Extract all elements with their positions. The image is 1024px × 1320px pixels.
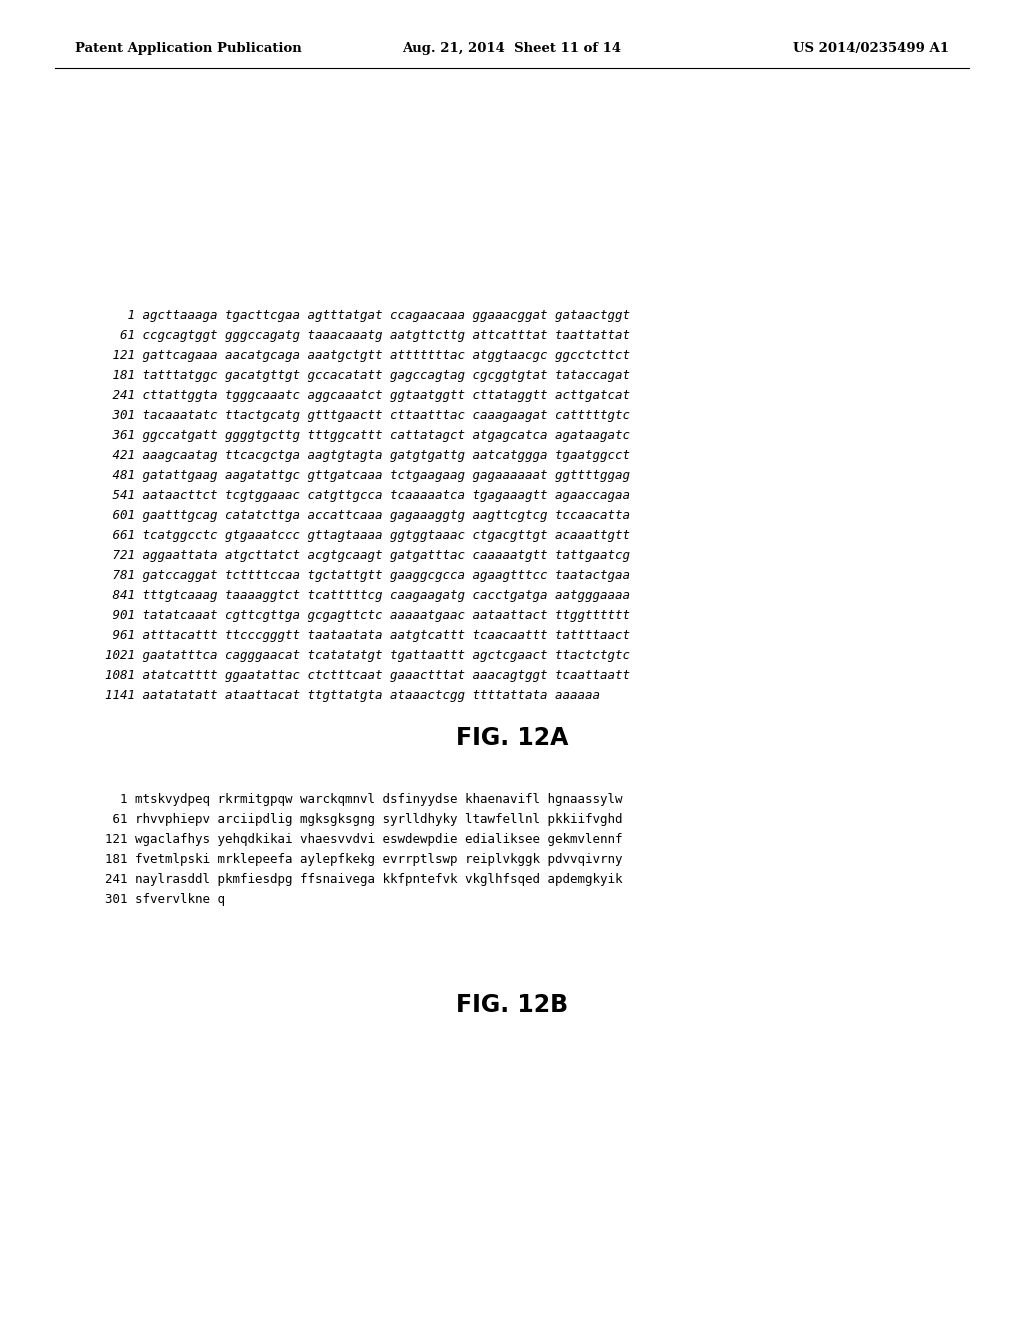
Text: 181 tatttatggc gacatgttgt gccacatatt gagccagtag cgcggtgtat tataccagat: 181 tatttatggc gacatgttgt gccacatatt gag…: [105, 368, 630, 381]
Text: 961 atttacattt ttcccgggtt taataatata aatgtcattt tcaacaattt tattttaact: 961 atttacattt ttcccgggtt taataatata aat…: [105, 628, 630, 642]
Text: 301 tacaaatatc ttactgcatg gtttgaactt cttaatttac caaagaagat catttttgtc: 301 tacaaatatc ttactgcatg gtttgaactt ctt…: [105, 408, 630, 421]
Text: 1 agcttaaaga tgacttcgaa agtttatgat ccagaacaaa ggaaacggat gataactggt: 1 agcttaaaga tgacttcgaa agtttatgat ccaga…: [105, 309, 630, 322]
Text: 481 gatattgaag aagatattgc gttgatcaaa tctgaagaag gagaaaaaat ggttttggag: 481 gatattgaag aagatattgc gttgatcaaa tct…: [105, 469, 630, 482]
Text: 1021 gaatatttca cagggaacat tcatatatgt tgattaattt agctcgaact ttactctgtc: 1021 gaatatttca cagggaacat tcatatatgt tg…: [105, 648, 630, 661]
Text: FIG. 12A: FIG. 12A: [456, 726, 568, 750]
Text: 661 tcatggcctc gtgaaatccc gttagtaaaa ggtggtaaac ctgacgttgt acaaattgtt: 661 tcatggcctc gtgaaatccc gttagtaaaa ggt…: [105, 528, 630, 541]
Text: 241 naylrasddl pkmfiesdpg ffsnaivega kkfpntefvk vkglhfsqed apdemgkyik: 241 naylrasddl pkmfiesdpg ffsnaivega kkf…: [105, 874, 623, 887]
Text: 1 mtskvydpeq rkrmitgpqw warckqmnvl dsfinyydse khaenavifl hgnaassylw: 1 mtskvydpeq rkrmitgpqw warckqmnvl dsfin…: [105, 793, 623, 807]
Text: 421 aaagcaatag ttcacgctga aagtgtagta gatgtgattg aatcatggga tgaatggcct: 421 aaagcaatag ttcacgctga aagtgtagta gat…: [105, 449, 630, 462]
Text: US 2014/0235499 A1: US 2014/0235499 A1: [793, 42, 949, 55]
Text: 301 sfvervlkne q: 301 sfvervlkne q: [105, 894, 225, 907]
Text: FIG. 12B: FIG. 12B: [456, 993, 568, 1016]
Text: 61 ccgcagtggt gggccagatg taaacaaatg aatgttcttg attcatttat taattattat: 61 ccgcagtggt gggccagatg taaacaaatg aatg…: [105, 329, 630, 342]
Text: 781 gatccaggat tcttttccaa tgctattgtt gaaggcgcca agaagtttcc taatactgaa: 781 gatccaggat tcttttccaa tgctattgtt gaa…: [105, 569, 630, 582]
Text: 361 ggccatgatt ggggtgcttg tttggcattt cattatagct atgagcatca agataagatc: 361 ggccatgatt ggggtgcttg tttggcattt cat…: [105, 429, 630, 441]
Text: Aug. 21, 2014  Sheet 11 of 14: Aug. 21, 2014 Sheet 11 of 14: [402, 42, 622, 55]
Text: 1081 atatcatttt ggaatattac ctctttcaat gaaactttat aaacagtggt tcaattaatt: 1081 atatcatttt ggaatattac ctctttcaat ga…: [105, 668, 630, 681]
Text: 121 wgaclafhys yehqdkikai vhaesvvdvi eswdewpdie edialiksee gekmvlennf: 121 wgaclafhys yehqdkikai vhaesvvdvi esw…: [105, 833, 623, 846]
Text: 181 fvetmlpski mrklepeefa aylepfkekg evrrptlswp reiplvkggk pdvvqivrny: 181 fvetmlpski mrklepeefa aylepfkekg evr…: [105, 854, 623, 866]
Text: 541 aataacttct tcgtggaaac catgttgcca tcaaaaatca tgagaaagtt agaaccagaa: 541 aataacttct tcgtggaaac catgttgcca tca…: [105, 488, 630, 502]
Text: 721 aggaattata atgcttatct acgtgcaagt gatgatttac caaaaatgtt tattgaatcg: 721 aggaattata atgcttatct acgtgcaagt gat…: [105, 549, 630, 561]
Text: 1141 aatatatatt ataattacat ttgttatgta ataaactcgg ttttattata aaaaaa: 1141 aatatatatt ataattacat ttgttatgta at…: [105, 689, 600, 701]
Text: 901 tatatcaaat cgttcgttga gcgagttctc aaaaatgaac aataattact ttggtttttt: 901 tatatcaaat cgttcgttga gcgagttctc aaa…: [105, 609, 630, 622]
Text: 61 rhvvphiepv arciipdlig mgksgksgng syrlldhyky ltawfellnl pkkiifvghd: 61 rhvvphiepv arciipdlig mgksgksgng syrl…: [105, 813, 623, 826]
Text: 841 tttgtcaaag taaaaggtct tcatttttcg caagaagatg cacctgatga aatgggaaaa: 841 tttgtcaaag taaaaggtct tcatttttcg caa…: [105, 589, 630, 602]
Text: Patent Application Publication: Patent Application Publication: [75, 42, 302, 55]
Text: 601 gaatttgcag catatcttga accattcaaa gagaaaggtg aagttcgtcg tccaacatta: 601 gaatttgcag catatcttga accattcaaa gag…: [105, 508, 630, 521]
Text: 241 cttattggta tgggcaaatc aggcaaatct ggtaatggtt cttataggtt acttgatcat: 241 cttattggta tgggcaaatc aggcaaatct ggt…: [105, 388, 630, 401]
Text: 121 gattcagaaa aacatgcaga aaatgctgtt atttttttac atggtaacgc ggcctcttct: 121 gattcagaaa aacatgcaga aaatgctgtt att…: [105, 348, 630, 362]
